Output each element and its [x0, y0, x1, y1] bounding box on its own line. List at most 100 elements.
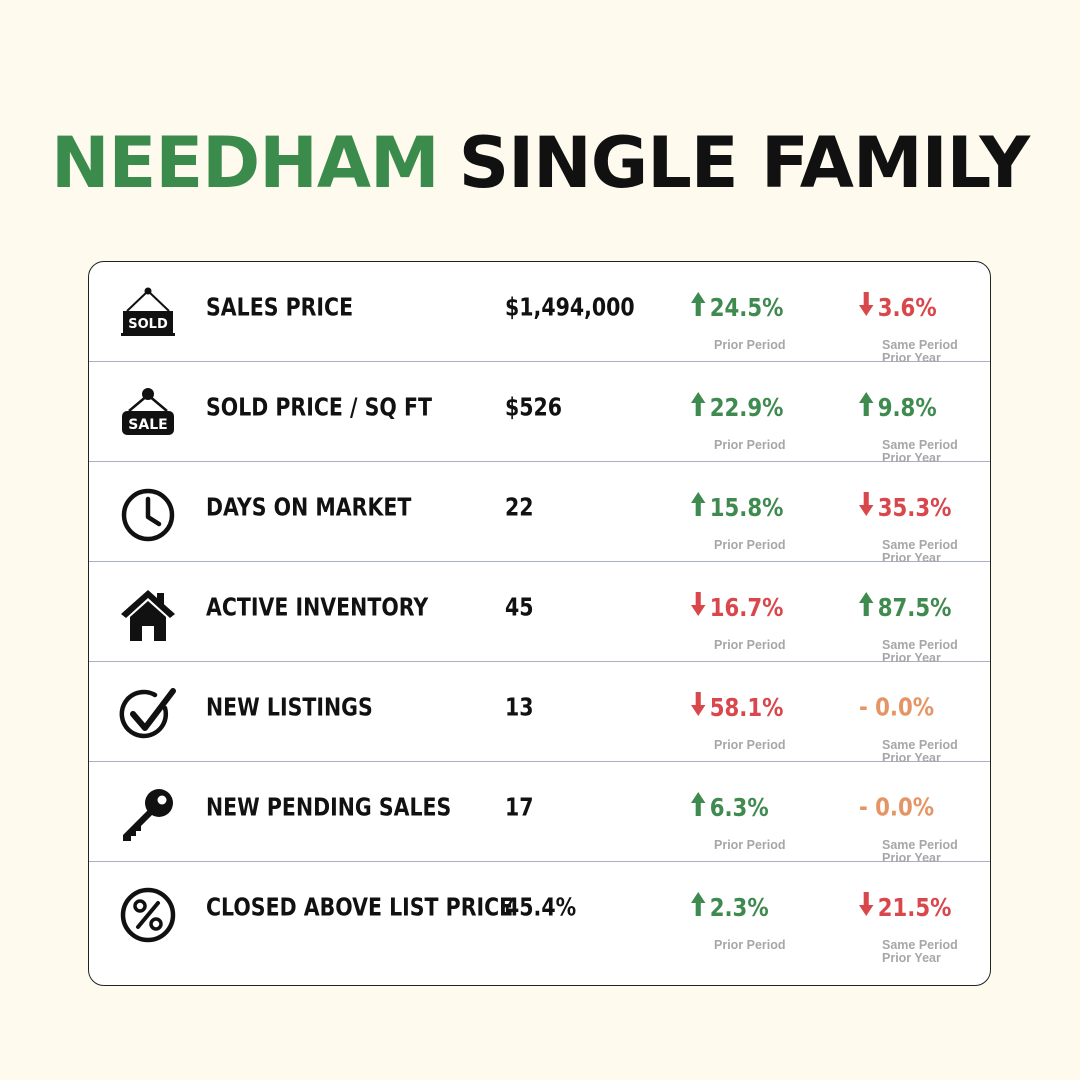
prior-year-caption-line1: Same Period	[882, 938, 958, 952]
metric-label: CLOSED ABOVE LIST PRICE	[206, 892, 514, 922]
prior-year-change: 35.3%	[859, 492, 951, 522]
prior-year-caption: Same Period Prior Year	[882, 339, 958, 365]
metric-label: SOLD PRICE / SQ FT	[206, 392, 432, 422]
house-icon	[119, 587, 177, 643]
checkmark-circle-icon	[119, 687, 177, 743]
prior-period-value: 24.5%	[709, 292, 784, 322]
prior-year-caption: Same Period Prior Year	[882, 939, 958, 965]
prior-year-change: - 0.0%	[859, 793, 934, 822]
prior-period-change: 6.3%	[691, 792, 769, 822]
prior-year-caption-line1: Same Period	[882, 738, 958, 752]
prior-year-caption-line2: Prior Year	[882, 451, 941, 465]
clock-icon	[119, 487, 177, 543]
arrow-up-icon	[691, 792, 706, 822]
prior-year-change: 3.6%	[859, 292, 937, 322]
table-row: DAYS ON MARKET 22 15.8% Prior Period 35.…	[89, 462, 990, 565]
arrow-down-icon	[691, 692, 706, 722]
table-row: SOLD SALES PRICE $1,494,000 24.5% Prior …	[89, 262, 990, 365]
prior-year-caption-line1: Same Period	[882, 438, 958, 452]
prior-year-caption-line1: Same Period	[882, 838, 958, 852]
prior-year-caption-line2: Prior Year	[882, 751, 941, 765]
stats-table: SOLD SALES PRICE $1,494,000 24.5% Prior …	[88, 261, 991, 986]
prior-year-caption: Same Period Prior Year	[882, 439, 958, 465]
metric-label: NEW PENDING SALES	[206, 792, 452, 822]
prior-period-value: 16.7%	[709, 592, 784, 622]
table-row: SALE SOLD PRICE / SQ FT $526 22.9% Prior…	[89, 362, 990, 465]
arrow-up-icon	[691, 492, 706, 522]
prior-year-caption-line2: Prior Year	[882, 351, 941, 365]
prior-period-caption: Prior Period	[714, 338, 786, 352]
prior-year-caption-line2: Prior Year	[882, 851, 941, 865]
dash-icon: -	[859, 792, 868, 822]
metric-value: 13	[505, 692, 534, 722]
title-town: NEEDHAM	[50, 122, 440, 204]
prior-year-caption-line1: Same Period	[882, 338, 958, 352]
prior-year-value: 87.5%	[877, 592, 952, 622]
arrow-up-icon	[691, 892, 706, 922]
prior-period-caption: Prior Period	[714, 438, 786, 452]
prior-year-caption: Same Period Prior Year	[882, 839, 958, 865]
svg-text:SALE: SALE	[128, 417, 167, 433]
table-row: ACTIVE INVENTORY 45 16.7% Prior Period 8…	[89, 562, 990, 665]
prior-period-change: 2.3%	[691, 892, 769, 922]
metric-value: 45.4%	[505, 892, 577, 922]
arrow-up-icon	[691, 392, 706, 422]
prior-period-caption: Prior Period	[714, 538, 786, 552]
metric-value: $1,494,000	[505, 292, 635, 322]
prior-period-caption: Prior Period	[714, 938, 786, 952]
prior-period-caption: Prior Period	[714, 638, 786, 652]
metric-label: SALES PRICE	[206, 292, 354, 322]
prior-period-value: 6.3%	[709, 792, 769, 822]
dash-icon: -	[859, 692, 868, 722]
prior-period-caption: Prior Period	[714, 838, 786, 852]
sale-sign-icon: SALE	[119, 387, 177, 443]
metric-value: 45	[505, 592, 534, 622]
prior-year-value: 0.0%	[875, 792, 935, 822]
prior-period-change: 22.9%	[691, 392, 783, 422]
prior-year-caption-line2: Prior Year	[882, 551, 941, 565]
prior-year-change: 87.5%	[859, 592, 951, 622]
prior-year-caption: Same Period Prior Year	[882, 539, 958, 565]
prior-year-change: 21.5%	[859, 892, 951, 922]
table-row: CLOSED ABOVE LIST PRICE 45.4% 2.3% Prior…	[89, 862, 990, 965]
prior-year-change: - 0.0%	[859, 693, 934, 722]
prior-year-caption: Same Period Prior Year	[882, 639, 958, 665]
svg-text:SOLD: SOLD	[128, 317, 168, 332]
percent-circle-icon	[119, 887, 177, 943]
prior-year-caption: Same Period Prior Year	[882, 739, 958, 765]
sold-sign-icon: SOLD	[119, 287, 177, 343]
arrow-up-icon	[859, 392, 874, 422]
prior-period-value: 58.1%	[709, 692, 784, 722]
arrow-down-icon	[859, 892, 874, 922]
prior-period-change: 16.7%	[691, 592, 783, 622]
prior-period-value: 22.9%	[709, 392, 784, 422]
table-row: NEW LISTINGS 13 58.1% Prior Period - 0.0…	[89, 662, 990, 765]
metric-value: $526	[505, 392, 563, 422]
prior-year-value: 3.6%	[877, 292, 937, 322]
metric-value: 17	[505, 792, 534, 822]
prior-period-caption: Prior Period	[714, 738, 786, 752]
prior-period-value: 15.8%	[709, 492, 784, 522]
prior-period-change: 15.8%	[691, 492, 783, 522]
arrow-down-icon	[859, 492, 874, 522]
prior-year-value: 21.5%	[877, 892, 952, 922]
arrow-up-icon	[691, 292, 706, 322]
metric-label: NEW LISTINGS	[206, 692, 373, 722]
title-segment: SINGLE FAMILY	[458, 122, 1030, 204]
arrow-up-icon	[859, 592, 874, 622]
metric-label: ACTIVE INVENTORY	[206, 592, 429, 622]
prior-year-caption-line1: Same Period	[882, 538, 958, 552]
prior-year-caption-line2: Prior Year	[882, 651, 941, 665]
prior-period-change: 24.5%	[691, 292, 783, 322]
prior-year-value: 35.3%	[877, 492, 952, 522]
table-row: NEW PENDING SALES 17 6.3% Prior Period -…	[89, 762, 990, 865]
page-title: NEEDHAM SINGLE FAMILY	[0, 118, 1080, 208]
prior-year-value: 0.0%	[875, 692, 935, 722]
prior-period-value: 2.3%	[709, 892, 769, 922]
prior-year-value: 9.8%	[877, 392, 937, 422]
prior-year-caption-line1: Same Period	[882, 638, 958, 652]
arrow-down-icon	[859, 292, 874, 322]
key-icon	[119, 787, 177, 843]
metric-value: 22	[505, 492, 534, 522]
prior-period-change: 58.1%	[691, 692, 783, 722]
